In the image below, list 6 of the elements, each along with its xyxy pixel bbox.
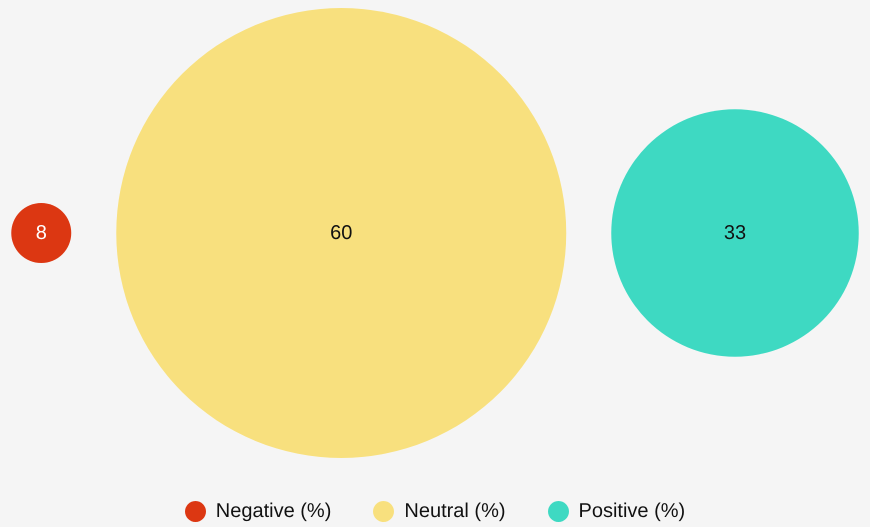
- data-label: 60: [330, 222, 352, 244]
- category-label: Positive (%): [578, 500, 686, 523]
- data-label: 33: [724, 222, 746, 244]
- data-label: 8: [36, 222, 47, 244]
- category-label: Negative (%): [216, 500, 332, 523]
- category-label: Neutral (%): [404, 500, 506, 523]
